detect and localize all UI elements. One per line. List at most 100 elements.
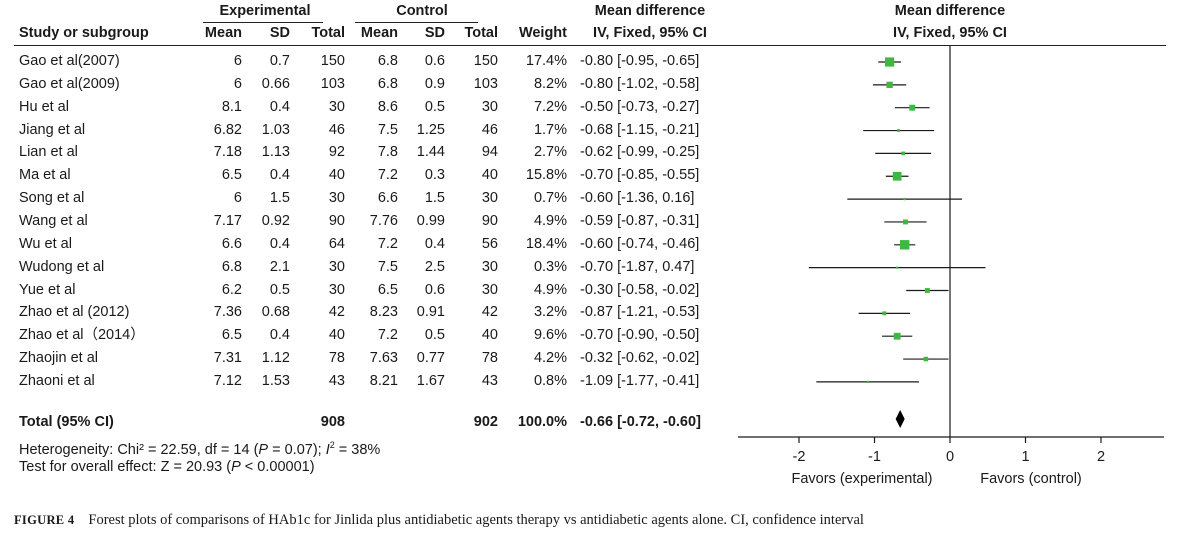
col-md-method-header: IV, Fixed, 95% CI xyxy=(593,25,707,41)
col-e-mean-header: Mean xyxy=(204,25,242,41)
study-name: Gao et al(2007) xyxy=(19,53,120,69)
c-mean: 6.8 xyxy=(377,75,398,92)
col-c-sd-header: SD xyxy=(424,25,445,41)
plot-header-rule xyxy=(738,45,1166,46)
c-mean: 7.5 xyxy=(377,258,398,275)
study-marker xyxy=(924,288,930,293)
weight: 0.3% xyxy=(533,258,567,275)
group-experimental-header: Experimental xyxy=(219,3,311,19)
c-mean: 8.6 xyxy=(377,98,398,115)
study-name: Zhao et al（2014） xyxy=(19,327,145,344)
c-sd: 1.25 xyxy=(416,121,445,138)
e-sd: 1.13 xyxy=(261,144,290,161)
study-name: Yue et al xyxy=(19,281,76,298)
c-total: 40 xyxy=(481,327,498,344)
weight: 9.6% xyxy=(533,327,567,344)
study-marker xyxy=(885,57,895,67)
e-sd: 0.4 xyxy=(269,167,290,184)
col-e-sd-header: SD xyxy=(269,25,290,41)
c-mean: 7.8 xyxy=(377,144,398,161)
e-total: 64 xyxy=(328,235,345,252)
study-name: Ma et al xyxy=(19,167,71,184)
study-marker xyxy=(893,332,901,340)
ci-text: -0.87 [-1.21, -0.53] xyxy=(580,304,700,321)
study-marker xyxy=(903,219,908,225)
study-name: Wu et al xyxy=(19,235,72,252)
e-mean: 6.5 xyxy=(221,327,242,344)
total-ci: -0.66 [-0.72, -0.60] xyxy=(580,414,701,430)
e-total: 43 xyxy=(328,372,345,389)
study-marker xyxy=(901,151,905,156)
e-sd: 0.4 xyxy=(269,327,290,344)
study-name: Hu et al xyxy=(19,98,69,115)
e-sd: 0.5 xyxy=(269,281,290,298)
e-total: 92 xyxy=(328,144,345,161)
study-marker xyxy=(866,380,869,383)
weight: 2.7% xyxy=(533,144,567,161)
col-c-mean-header: Mean xyxy=(360,25,398,41)
ci-text: -0.30 [-0.58, -0.02] xyxy=(580,281,700,298)
x-tick-label: 2 xyxy=(1097,449,1105,465)
overall-effect-text: Test for overall effect: Z = 20.93 (P < … xyxy=(19,459,315,475)
e-sd: 1.53 xyxy=(261,372,290,389)
e-sd: 0.92 xyxy=(261,212,290,229)
e-mean: 6.6 xyxy=(221,235,242,252)
ci-text: -0.60 [-0.74, -0.46] xyxy=(580,235,700,252)
ci-text: -0.32 [-0.62, -0.02] xyxy=(580,350,700,367)
experimental-underline xyxy=(203,22,323,23)
x-label-favors-control: Favors (control) xyxy=(980,471,1082,487)
c-total: 56 xyxy=(481,235,498,252)
c-total: 30 xyxy=(481,98,498,115)
study-marker xyxy=(909,104,916,111)
e-sd: 1.12 xyxy=(261,350,290,367)
c-sd: 0.9 xyxy=(424,75,445,92)
ci-text: -0.60 [-1.36, 0.16] xyxy=(580,190,695,207)
weight: 4.9% xyxy=(533,281,567,298)
study-name: Zhaojin et al xyxy=(19,350,98,367)
col-weight-header: Weight xyxy=(518,25,567,41)
e-mean: 7.12 xyxy=(213,372,242,389)
x-tick-label: -1 xyxy=(868,449,881,465)
c-mean: 6.8 xyxy=(377,53,398,69)
e-sd: 0.4 xyxy=(269,98,290,115)
table-header-rule xyxy=(14,45,738,46)
col-e-total-header: Total xyxy=(311,25,345,41)
c-mean: 7.2 xyxy=(377,327,398,344)
e-mean: 8.1 xyxy=(221,98,242,115)
e-total: 90 xyxy=(328,212,345,229)
c-total: 40 xyxy=(481,167,498,184)
weight: 15.8% xyxy=(525,167,567,184)
weight: 7.2% xyxy=(533,98,567,115)
col-study-header: Study or subgroup xyxy=(19,25,149,41)
study-marker xyxy=(897,129,901,132)
c-sd: 1.44 xyxy=(416,144,445,161)
c-sd: 0.91 xyxy=(416,304,445,321)
figure-caption: FIGURE 4 Forest plots of comparisons of H… xyxy=(14,512,864,529)
heterogeneity-text: Heterogeneity: Chi² = 22.59, df = 14 (P … xyxy=(19,440,381,458)
ci-text: -0.80 [-1.02, -0.58] xyxy=(580,75,700,92)
e-sd: 0.4 xyxy=(269,235,290,252)
weight: 8.2% xyxy=(533,75,567,92)
e-mean: 6.5 xyxy=(221,167,242,184)
c-total: 103 xyxy=(473,75,498,92)
c-sd: 1.5 xyxy=(424,190,445,207)
study-marker xyxy=(903,198,906,201)
e-sd: 0.7 xyxy=(269,53,290,69)
study-name: Wudong et al xyxy=(19,258,105,275)
e-mean: 7.18 xyxy=(213,144,242,161)
col-c-total-header: Total xyxy=(464,25,498,41)
e-mean: 7.31 xyxy=(213,350,242,367)
weight: 18.4% xyxy=(525,235,567,252)
c-total: 78 xyxy=(481,350,498,367)
study-name: Wang et al xyxy=(19,212,88,229)
e-mean: 6 xyxy=(233,53,242,69)
study-marker xyxy=(896,266,899,269)
c-mean: 7.2 xyxy=(377,235,398,252)
ci-text: -1.09 [-1.77, -0.41] xyxy=(580,372,700,389)
c-mean: 7.5 xyxy=(377,121,398,138)
e-total: 150 xyxy=(320,53,345,69)
weight: 3.2% xyxy=(533,304,567,321)
e-total: 40 xyxy=(328,167,345,184)
md-title-header: Mean difference xyxy=(594,3,706,19)
